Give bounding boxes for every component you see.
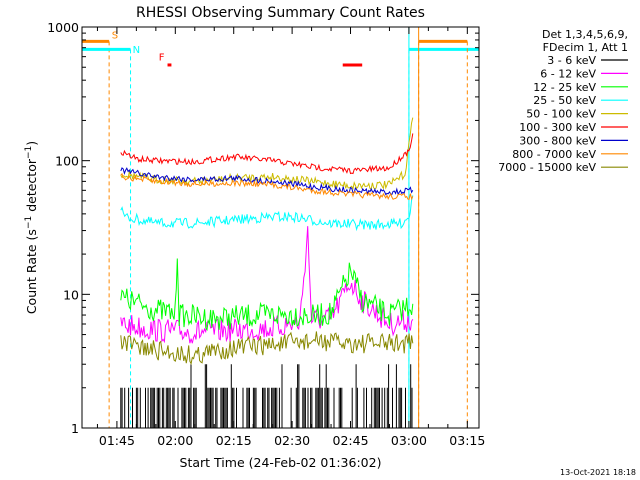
- y-axis-label-exponent: −1: [24, 146, 34, 159]
- series-line: [120, 195, 414, 232]
- data-layer: S N F: [82, 27, 479, 428]
- x-axis-label: Start Time (24-Feb-02 01:36:02): [180, 455, 382, 470]
- y-tick-label: 1: [71, 421, 79, 436]
- y-tick-label: 1000: [47, 20, 79, 35]
- y-tick-label: 10: [63, 287, 79, 302]
- series-line: [120, 331, 414, 366]
- series-line: [120, 226, 414, 344]
- x-tick-label: 03:00: [391, 433, 427, 448]
- y-axis-label-exponent: −1: [24, 216, 34, 229]
- legend-label: 100 - 300 keV: [519, 121, 596, 134]
- x-tick-label: 02:15: [216, 433, 252, 448]
- legend-header-line: FDecim 1, Att 1: [543, 41, 628, 54]
- marker-letter: S: [112, 31, 118, 42]
- marker-letter: F: [159, 53, 165, 64]
- series-line: [120, 167, 414, 196]
- x-tick-label: 02:45: [333, 433, 369, 448]
- marker-letter: N: [133, 45, 140, 56]
- y-axis-label-part: detector: [24, 158, 39, 216]
- legend-label: 7000 - 15000 keV: [498, 161, 596, 174]
- series-line: [120, 258, 414, 332]
- chart-title: RHESSI Observing Summary Count Rates: [136, 5, 425, 21]
- y-tick-label: 100: [55, 154, 79, 169]
- legend-label: 800 - 7000 keV: [512, 148, 596, 161]
- y-axis-label-part: Count Rate (s: [24, 229, 39, 314]
- legend-label: 3 - 6 keV: [547, 54, 596, 67]
- x-tick-label: 02:30: [274, 433, 310, 448]
- plot-frame: [81, 26, 480, 429]
- legend-label: 300 - 800 keV: [519, 134, 596, 147]
- footer-date: 13-Oct-2021 18:18: [560, 468, 636, 477]
- series-line: [120, 172, 414, 201]
- legend-label: 50 - 100 keV: [526, 108, 596, 121]
- legend-label: 6 - 12 keV: [540, 67, 596, 80]
- x-tick-label: 03:15: [449, 433, 485, 448]
- legend-label: 25 - 50 keV: [533, 94, 596, 107]
- x-tick-label: 02:00: [157, 433, 193, 448]
- x-tick-label: 01:45: [99, 433, 135, 448]
- y-axis-label-part: ): [24, 141, 39, 146]
- legend-label: 12 - 25 keV: [533, 81, 596, 94]
- series-line: [120, 133, 414, 175]
- series-line: [120, 364, 413, 428]
- y-axis-label: Count Rate (s−1 detector−1): [24, 141, 39, 314]
- legend-header-line: Det 1,3,4,5,6,9,: [542, 28, 628, 41]
